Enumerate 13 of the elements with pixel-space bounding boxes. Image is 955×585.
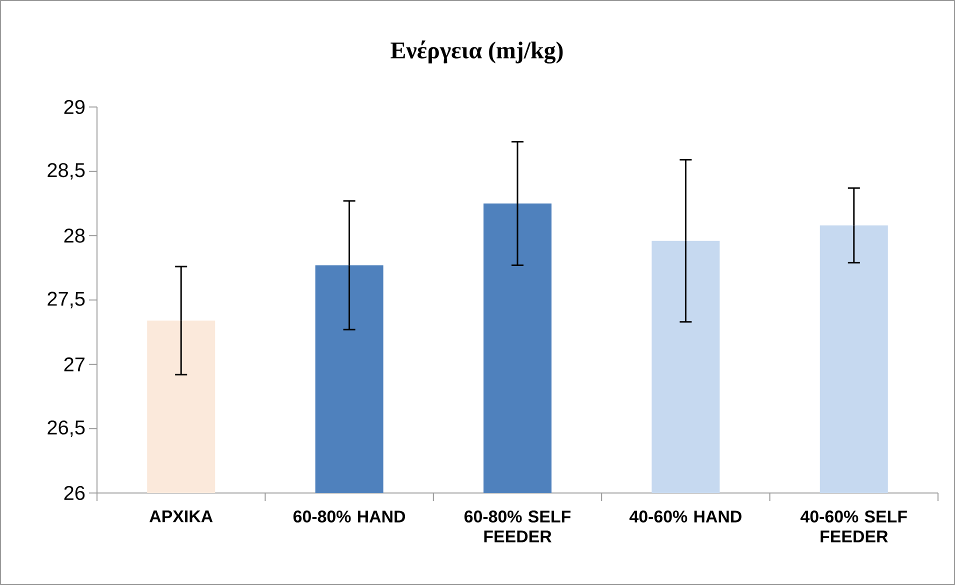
x-tick-label: 60-80% HAND: [293, 510, 406, 523]
x-tick-label: 40-60% SELF FEEDER: [800, 510, 907, 542]
x-tick-label: 40-60% HAND: [629, 510, 742, 523]
x-tick-label: 60-80% SELF FEEDER: [464, 510, 571, 542]
y-tick-label: 28,5: [48, 163, 85, 180]
y-tick-label: 29: [64, 100, 85, 114]
y-tick-label: 26,5: [48, 420, 85, 437]
y-tick-label: 26: [64, 486, 85, 500]
x-tick-label: ΑΡΧΙΚΑ: [150, 510, 213, 522]
y-tick-label: 28: [64, 228, 85, 243]
y-tick-label: 27,5: [48, 292, 85, 308]
y-tick-label: 27: [64, 357, 84, 372]
chart-title: Ενέργεια (mj/kg): [390, 40, 563, 64]
